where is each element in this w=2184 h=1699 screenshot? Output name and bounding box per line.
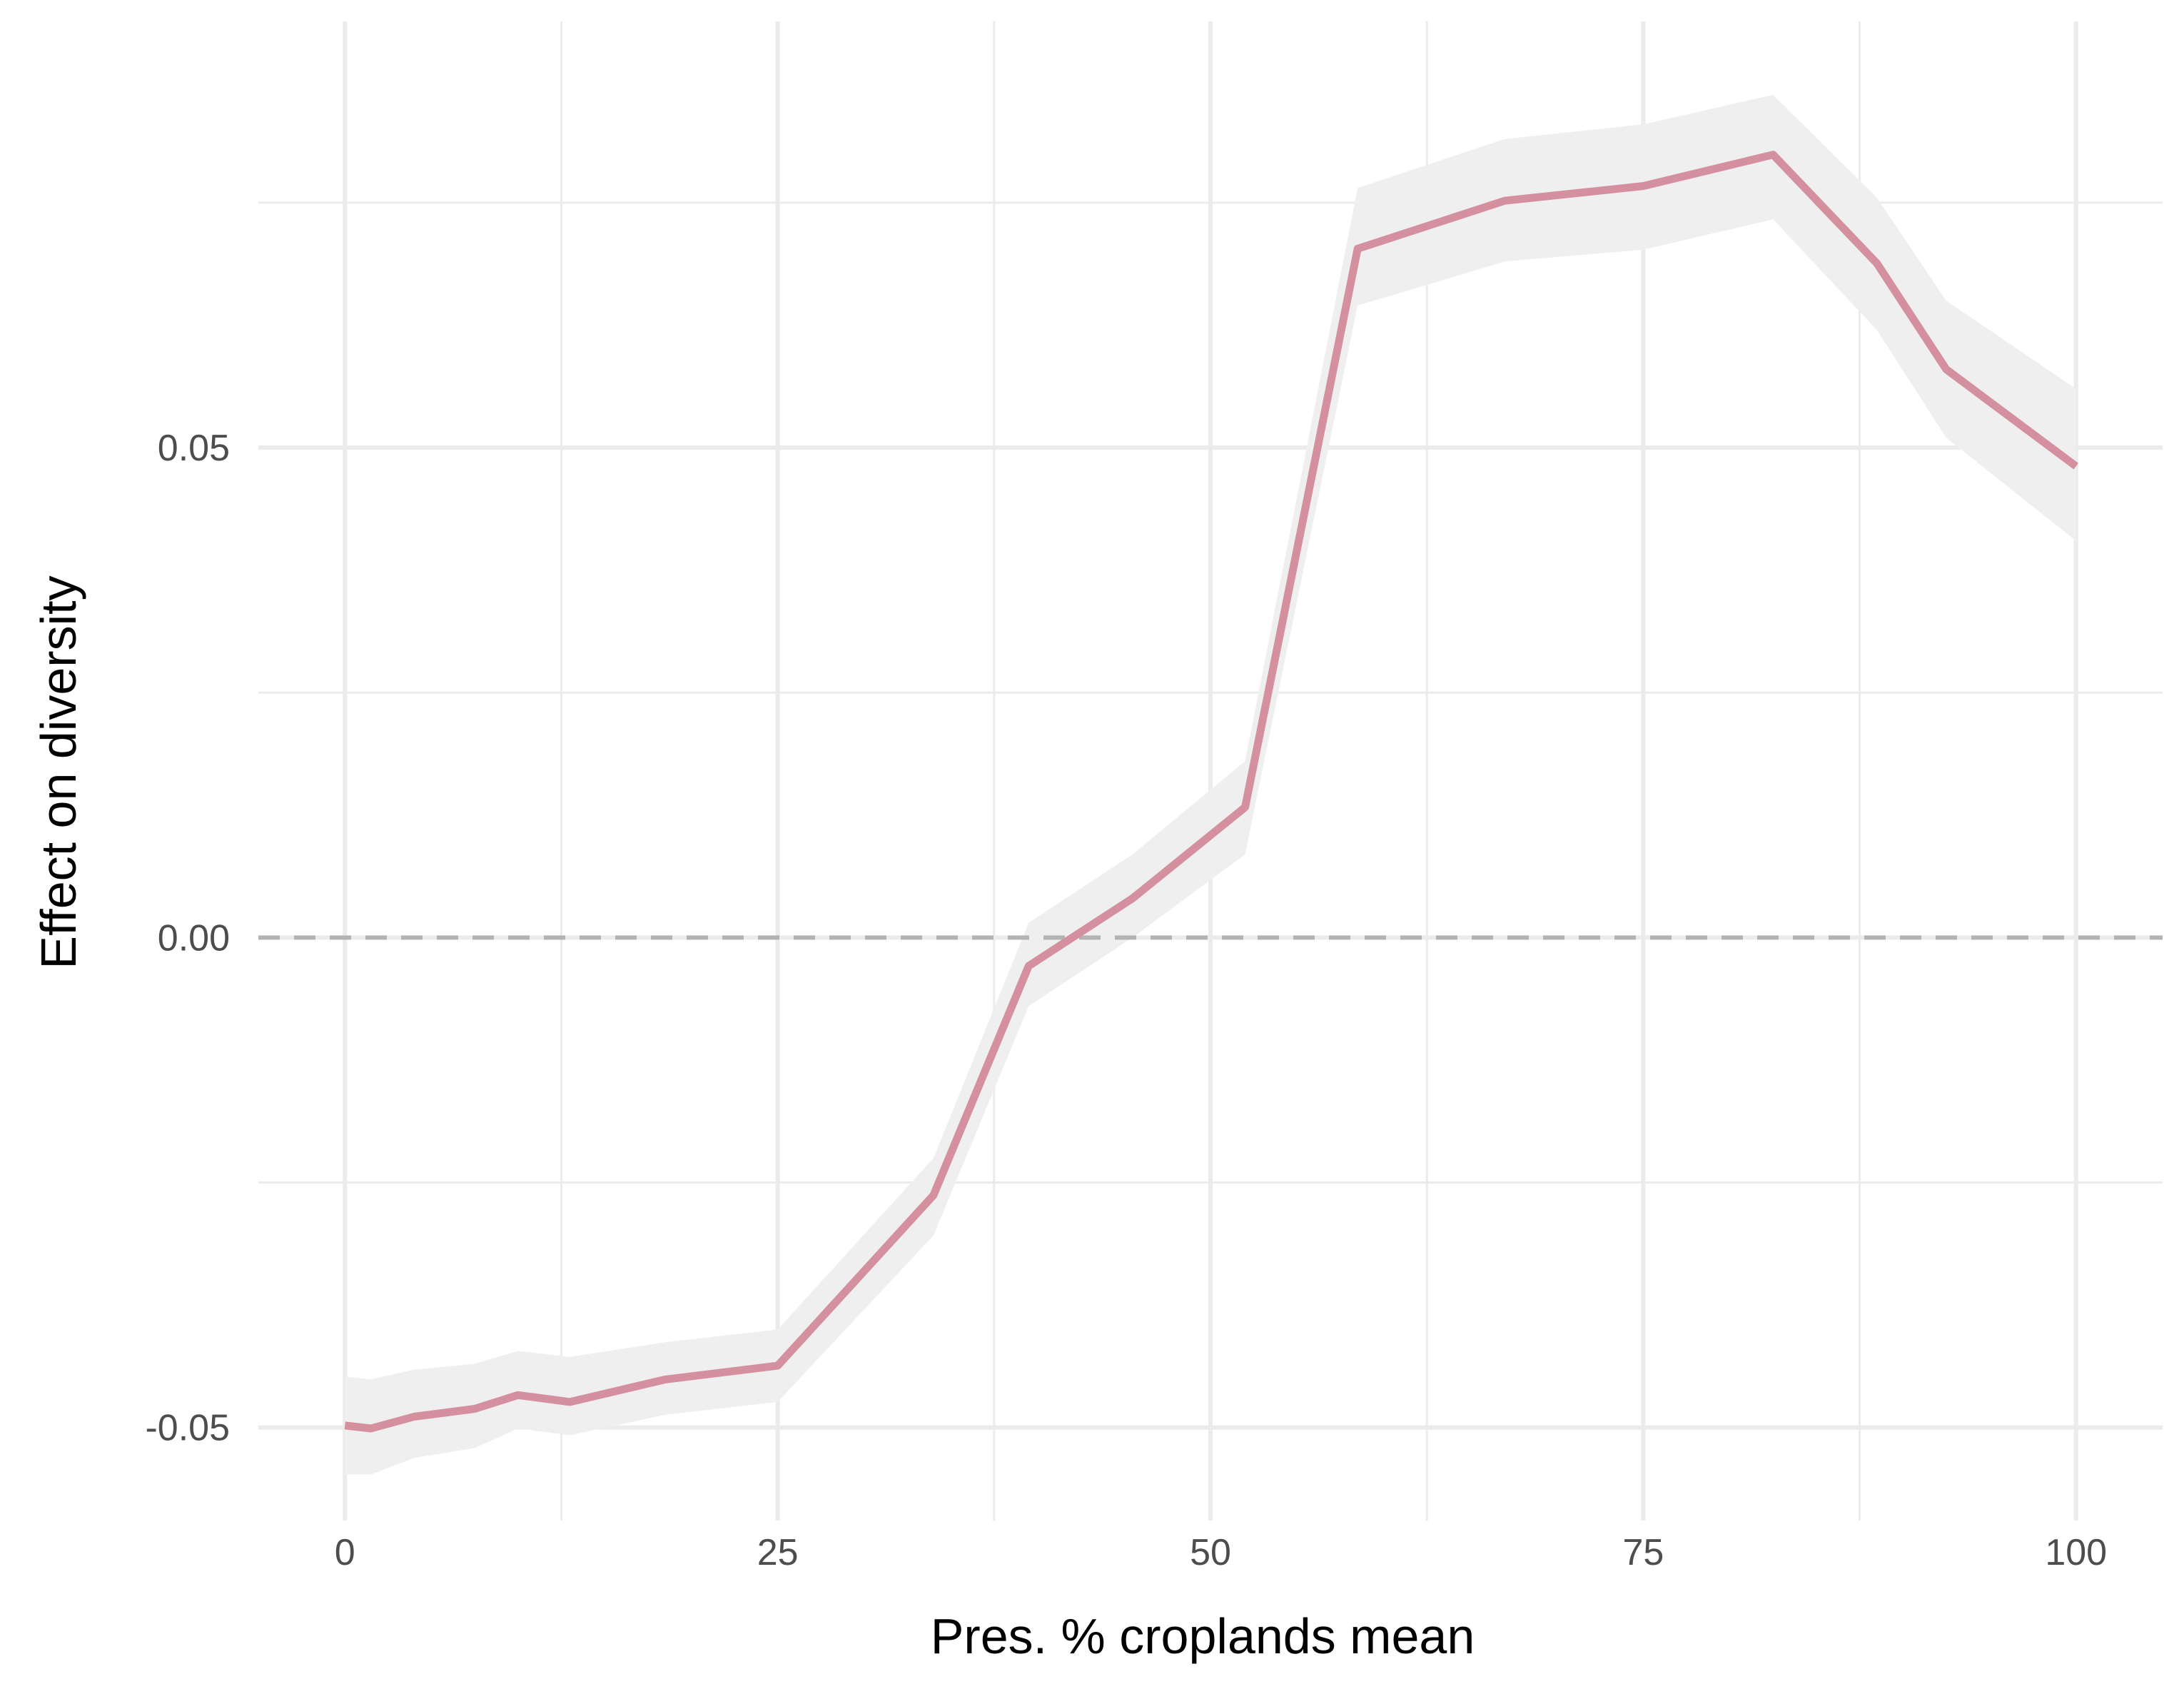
y-axis-title: Effect on diversity (31, 575, 86, 969)
y-tick-label: 0.05 (158, 428, 230, 469)
series-line-layer (344, 151, 2078, 1433)
x-axis-title: Pres. % croplands mean (931, 1608, 1475, 1664)
effect-line (344, 151, 2078, 1433)
x-tick-label: 75 (1622, 1532, 1664, 1573)
x-tick-label: 100 (2045, 1532, 2107, 1573)
y-tick-label: 0.00 (158, 917, 230, 959)
x-tick-label: 25 (757, 1532, 799, 1573)
x-axis-tick-labels: 0 25 50 75 100 (335, 1532, 2107, 1573)
x-tick-label: 0 (335, 1532, 355, 1573)
x-tick-label: 50 (1190, 1532, 1231, 1573)
y-axis-tick-labels: -0.05 0.00 0.05 (145, 428, 230, 1449)
y-tick-label: -0.05 (145, 1408, 230, 1449)
